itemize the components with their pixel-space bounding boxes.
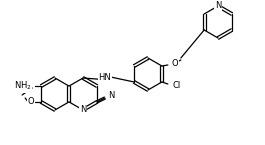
Text: O: O [172,58,179,68]
Text: N: N [108,91,114,100]
Text: NH$_2$: NH$_2$ [14,80,31,92]
Text: N: N [215,1,221,10]
Text: N: N [80,106,86,115]
Text: O: O [28,97,34,106]
Text: HN: HN [98,74,111,83]
Text: Cl: Cl [173,81,181,90]
